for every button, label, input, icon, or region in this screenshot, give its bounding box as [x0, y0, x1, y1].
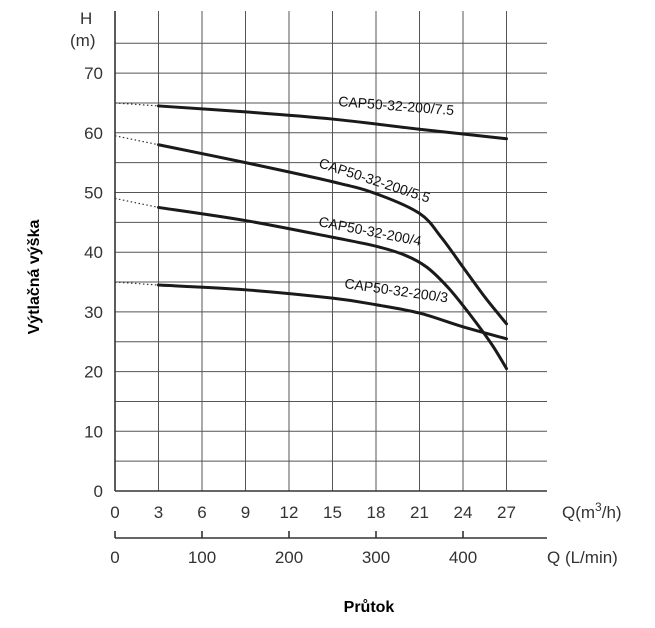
x2-axis-unit: Q (L/min) [547, 548, 618, 567]
y-axis-unit: (m) [70, 31, 95, 50]
x-tick-label: 6 [197, 503, 206, 522]
x-tick-label: 12 [280, 503, 299, 522]
curve-line [157, 283, 508, 341]
x-tick-label: 24 [454, 503, 473, 522]
y-axis-label: Výtlačná výška [26, 220, 43, 335]
x2-tick-label: 200 [275, 548, 303, 567]
y-tick-label: 70 [84, 64, 103, 83]
y-tick-label: 60 [84, 124, 103, 143]
axes [114, 11, 547, 539]
x-axis-unit-sup: 3 [595, 500, 602, 514]
curve-shutoff-extension [114, 135, 159, 146]
curve-shutoff-extension [114, 281, 159, 286]
x-tick-label: 3 [154, 503, 163, 522]
x-axis-unit: Q(m3/h) [562, 500, 622, 522]
curve-shutoff-extension [114, 197, 159, 209]
grid [115, 11, 547, 491]
x-tick-label: 27 [497, 503, 516, 522]
x-tick-label: 18 [367, 503, 386, 522]
x-tick-label: 15 [323, 503, 342, 522]
curve-line [157, 205, 508, 371]
curve-line [157, 143, 508, 326]
x2-tick-label: 100 [188, 548, 216, 567]
x-tick-label: 9 [241, 503, 250, 522]
y-tick-label: 20 [84, 363, 103, 382]
tick-labels: 0 10 20 30 40 50 60 70 0 3 6 9 12 15 18 21 24 27 0 100 200 30… [84, 64, 516, 567]
y-tick-label: 10 [84, 422, 103, 441]
y-axis-symbol: H [80, 9, 92, 28]
y-tick-label: 30 [84, 303, 103, 322]
x-tick-label: 21 [410, 503, 429, 522]
y-tick-label: 50 [84, 184, 103, 203]
curve-shutoff-extension [114, 102, 159, 107]
curve-line [157, 104, 508, 141]
x-tick-label: 0 [110, 503, 119, 522]
curves [114, 102, 508, 371]
y-tick-label: 0 [94, 482, 103, 501]
x2-tick-label: 400 [449, 548, 477, 567]
x2-tick-label: 300 [362, 548, 390, 567]
y-tick-label: 40 [84, 243, 103, 262]
x-axis-unit-tail: /h) [602, 503, 622, 522]
curve-label: CAP50-32-200/7.5 [338, 93, 455, 118]
x-axis-unit-base: Q(m [562, 503, 595, 522]
x-axis-label: Průtok [344, 599, 395, 616]
x2-tick-label: 0 [110, 548, 119, 567]
